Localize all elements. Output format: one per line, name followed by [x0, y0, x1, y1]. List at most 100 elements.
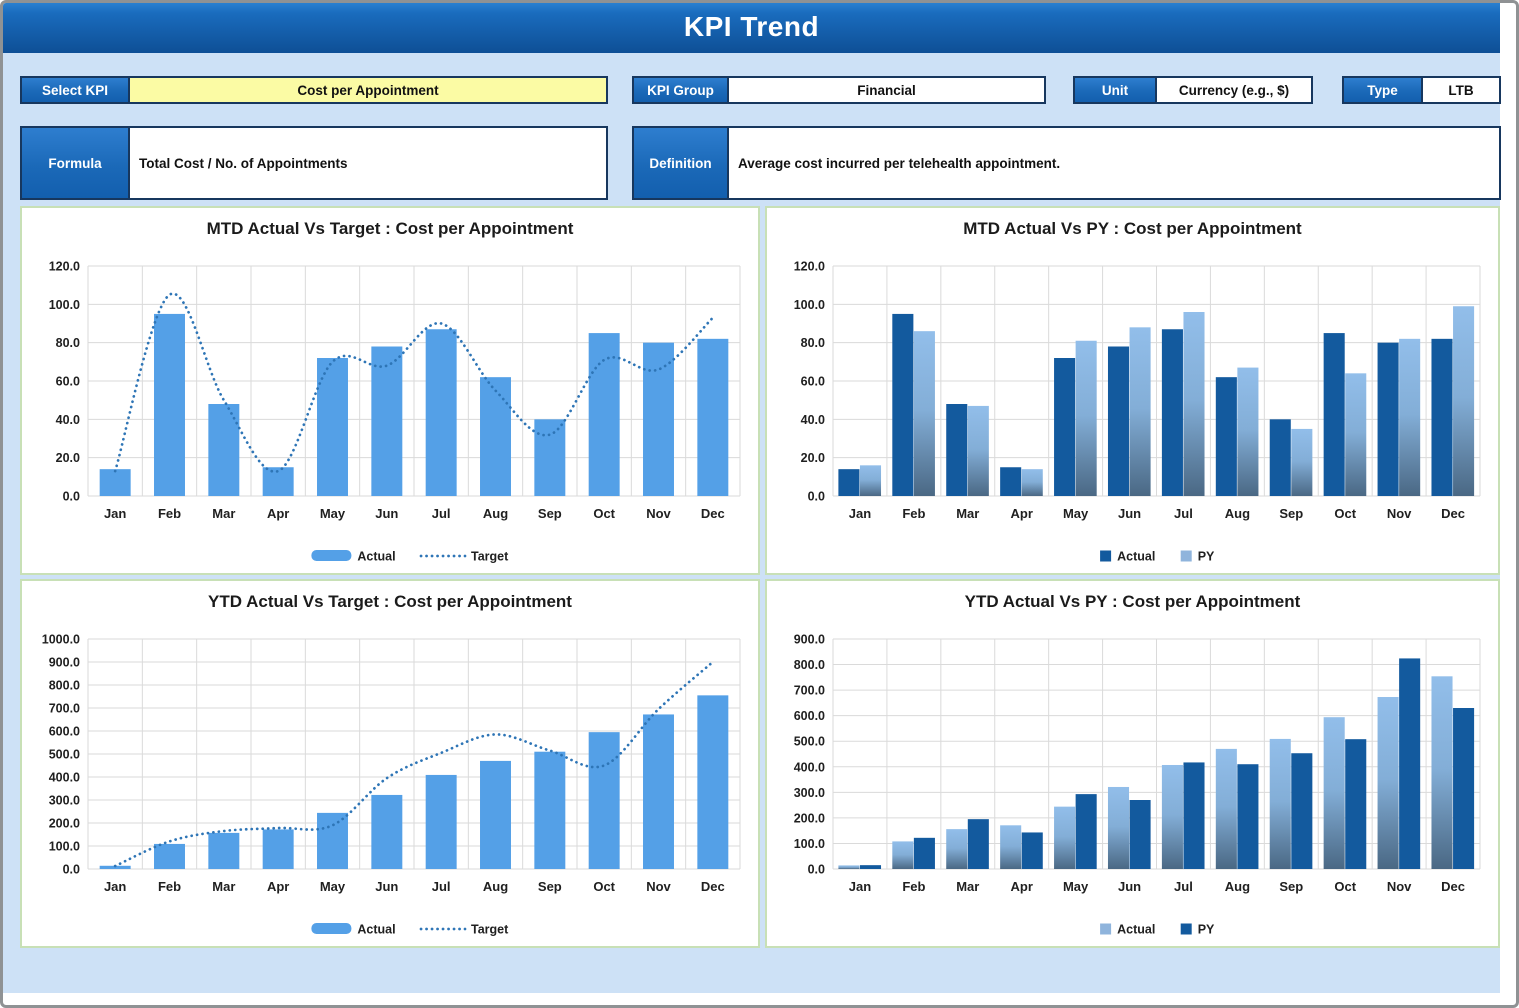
chart-panel-ytd-actual-vs-target: YTD Actual Vs Target : Cost per Appointm…: [20, 579, 760, 948]
legend-label: Actual: [1117, 550, 1155, 564]
bar-py-jan: [859, 865, 882, 869]
bar-actual-may: [317, 812, 348, 869]
bar-actual-feb: [892, 841, 914, 869]
legend-swatch: [1180, 923, 1192, 935]
bar-actual-feb: [892, 313, 914, 496]
x-tick-label: Mar: [956, 506, 979, 521]
legend-swatch-actual: [311, 550, 352, 561]
bar-py-jun: [1129, 800, 1151, 869]
x-tick-label: Apr: [1011, 879, 1033, 894]
x-tick-label: Jul: [1174, 506, 1193, 521]
y-tick-label: 40.0: [801, 413, 825, 427]
title-band: KPI Trend: [3, 3, 1500, 53]
y-tick-label: 0.0: [63, 863, 80, 877]
unit-group: Unit Currency (e.g., $): [1073, 76, 1313, 104]
x-tick-label: Nov: [1387, 506, 1412, 521]
x-tick-label: Oct: [593, 879, 615, 894]
kpi-group-group: KPI Group Financial: [632, 76, 1046, 104]
x-tick-label: Apr: [267, 879, 289, 894]
y-tick-label: 200.0: [49, 817, 80, 831]
legend: Actual Target: [311, 550, 509, 564]
bar-actual-nov: [1377, 697, 1399, 869]
kpi-dashboard: KPI Trend Select KPI Cost per Appointmen…: [3, 3, 1501, 993]
y-tick-label: 60.0: [56, 375, 80, 389]
x-tick-label: Feb: [158, 506, 181, 521]
target-line: [113, 292, 715, 473]
x-tick-label: May: [1063, 879, 1089, 894]
x-tick-label: Sep: [1279, 879, 1303, 894]
y-tick-label: 100.0: [794, 837, 825, 851]
bar-actual-dec: [1431, 338, 1453, 496]
bar-py-sep: [1291, 428, 1313, 496]
legend: Actual PY: [1100, 550, 1215, 564]
chart-panel-mtd-actual-vs-py: MTD Actual Vs PY : Cost per Appointment …: [765, 206, 1500, 575]
formula-value: Total Cost / No. of Appointments: [130, 128, 606, 198]
chart-ytd-actual-vs-py: 0.0 100.0 200.0 300.0 400.0 500.0 600.0 700.0 80…: [767, 581, 1498, 946]
bar-py-may: [1075, 340, 1097, 496]
legend-label: Actual: [1117, 923, 1155, 937]
bar-actual-sep: [534, 419, 566, 496]
y-tick-label: 900.0: [794, 633, 825, 647]
bar-actual-jan: [838, 469, 860, 496]
bar-py-feb: [913, 331, 935, 496]
chart-title-mtd-py: MTD Actual Vs PY : Cost per Appointment: [963, 219, 1302, 238]
type-group: Type LTB: [1342, 76, 1501, 104]
x-tick-label: Mar: [212, 506, 235, 521]
chart-svg: 0.0 100.0 200.0 300.0 400.0 500.0 600.0 700.0 80…: [42, 633, 741, 937]
bar-actual-sep: [534, 751, 566, 869]
bar-actual-mar: [208, 832, 240, 869]
y-tick-label: 800.0: [794, 658, 825, 672]
bar-actual-may: [317, 358, 348, 496]
select-kpi-group: Select KPI Cost per Appointment: [20, 76, 608, 104]
bar-py-aug: [1237, 764, 1259, 869]
x-tick-label: Mar: [212, 879, 235, 894]
y-tick-label: 600.0: [794, 709, 825, 723]
x-tick-label: Sep: [1279, 506, 1303, 521]
y-tick-label: 80.0: [56, 336, 80, 350]
x-tick-label: Dec: [1441, 506, 1465, 521]
legend-label: Actual: [357, 923, 395, 937]
bar-actual-sep: [1269, 419, 1291, 496]
bar-py-mar: [967, 819, 989, 869]
x-tick-label: Oct: [1334, 506, 1356, 521]
y-tick-label: 100.0: [49, 840, 80, 854]
x-tick-label: Jun: [1118, 879, 1141, 894]
x-tick-label: Nov: [646, 879, 671, 894]
y-tick-label: 200.0: [794, 811, 825, 825]
bar-actual-mar: [946, 829, 968, 869]
select-kpi-label: Select KPI: [22, 78, 130, 102]
bar-actual-dec: [697, 338, 729, 496]
x-tick-label: Nov: [1387, 879, 1412, 894]
bar-actual-nov: [643, 714, 674, 869]
y-tick-label: 40.0: [56, 413, 80, 427]
bar-actual-feb: [154, 843, 185, 869]
y-tick-label: 800.0: [49, 679, 80, 693]
bar-py-jun: [1129, 327, 1151, 496]
bar-py-oct: [1345, 739, 1367, 869]
kpi-group-label: KPI Group: [634, 78, 729, 102]
bar-py-may: [1075, 794, 1097, 869]
x-tick-label: Apr: [1011, 506, 1033, 521]
y-tick-label: 900.0: [49, 656, 80, 670]
bar-actual-jun: [371, 794, 403, 869]
bar-actual-oct: [588, 732, 620, 869]
bar-py-aug: [1237, 367, 1259, 496]
legend: Actual PY: [1100, 923, 1215, 937]
bar-actual-oct: [1323, 333, 1345, 496]
x-tick-label: Feb: [902, 879, 925, 894]
type-label: Type: [1344, 78, 1423, 102]
y-tick-label: 300.0: [49, 794, 80, 808]
definition-label: Definition: [634, 128, 729, 198]
x-tick-label: Nov: [646, 506, 671, 521]
x-tick-label: Jul: [432, 506, 451, 521]
legend-label: PY: [1198, 550, 1215, 564]
bar-py-dec: [1453, 306, 1475, 496]
bar-actual-may: [1054, 358, 1076, 496]
select-kpi-value[interactable]: Cost per Appointment: [130, 78, 606, 102]
chart-svg: 0.0 20.0 40.0 60.0 80.0 100.0 120.0 Jan Feb Mar Ap…: [794, 260, 1481, 564]
legend-label: Target: [471, 923, 509, 937]
bar-py-feb: [913, 837, 935, 869]
bar-actual-jan: [838, 865, 860, 869]
x-tick-label: Aug: [483, 506, 508, 521]
